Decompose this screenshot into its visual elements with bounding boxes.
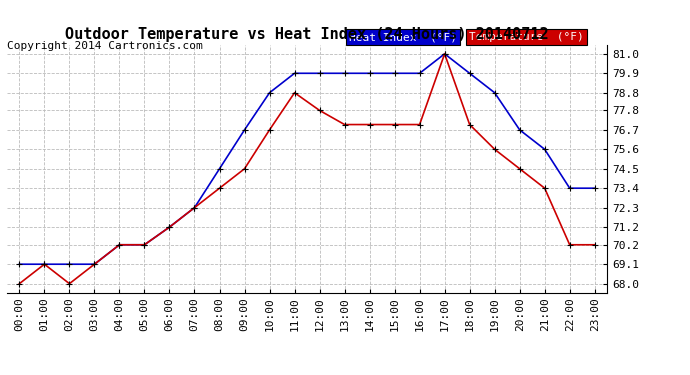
Title: Outdoor Temperature vs Heat Index (24 Hours) 20140712: Outdoor Temperature vs Heat Index (24 Ho… [66, 27, 549, 42]
Text: Copyright 2014 Cartronics.com: Copyright 2014 Cartronics.com [7, 41, 203, 51]
Text: Heat Index  (°F): Heat Index (°F) [349, 32, 457, 42]
Text: Temperature  (°F): Temperature (°F) [469, 32, 584, 42]
